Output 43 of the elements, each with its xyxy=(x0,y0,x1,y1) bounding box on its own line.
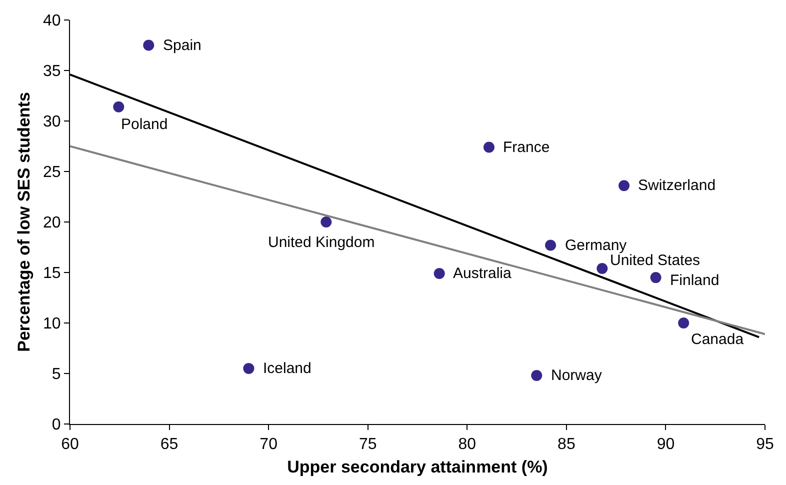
annotation: Iceland xyxy=(263,360,312,377)
x-tick-label: 60 xyxy=(61,436,79,454)
y-tick-label: 30 xyxy=(43,114,61,131)
annotation: Switzerland xyxy=(638,177,716,194)
y-tick-label: 25 xyxy=(43,164,61,182)
point xyxy=(596,262,608,274)
x-tick-label: 90 xyxy=(656,436,675,454)
annotation: Norway xyxy=(551,367,602,384)
y-tick-label: 15 xyxy=(43,265,61,282)
y-tick-label: 40 xyxy=(43,12,61,30)
point xyxy=(618,180,630,192)
annotation: Poland xyxy=(121,116,168,133)
annotation: United States xyxy=(610,252,700,269)
annotation: Canada xyxy=(691,331,744,348)
y-tick-label: 20 xyxy=(43,214,61,232)
x-tick-label: 80 xyxy=(458,436,476,454)
annotation: Spain xyxy=(163,37,202,54)
y-tick-label: 5 xyxy=(52,366,61,384)
point xyxy=(483,142,494,153)
x-tick-label: 95 xyxy=(756,436,774,454)
x-tick-label: 85 xyxy=(558,436,576,454)
annotation: France xyxy=(503,139,550,156)
x-tick-label: 65 xyxy=(160,436,178,454)
point xyxy=(243,362,254,374)
y-tick-label: 0 xyxy=(52,416,61,434)
point xyxy=(434,268,445,280)
x-axis-title: Upper secondary attainment (%) xyxy=(287,458,548,477)
point xyxy=(650,272,662,284)
y-axis-title: Percentage of low SES students xyxy=(14,92,34,352)
point xyxy=(113,101,124,112)
annotation: Finland xyxy=(670,272,720,289)
annotation: Australia xyxy=(453,265,512,282)
x-tick-label: 75 xyxy=(358,436,377,454)
point xyxy=(143,40,154,51)
point xyxy=(320,216,332,228)
y-tick-label: 10 xyxy=(43,316,61,333)
y-tick-label: 35 xyxy=(43,63,61,80)
point xyxy=(531,370,542,382)
x-tick-label: 70 xyxy=(260,436,278,454)
annotation: United Kingdom xyxy=(268,234,375,251)
annotation: Germany xyxy=(565,237,628,254)
point xyxy=(678,318,690,328)
point xyxy=(545,240,556,251)
